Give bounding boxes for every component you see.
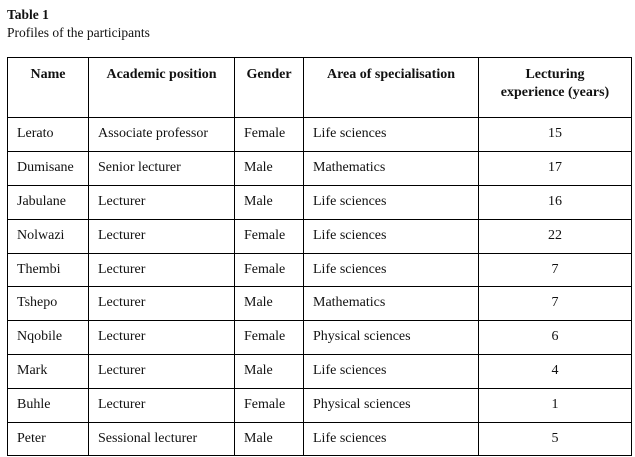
cell-lecturing-experience-years: 5	[478, 421, 632, 457]
cell-gender: Female	[234, 218, 304, 254]
cell-name: Buhle	[7, 387, 89, 423]
cell-area-of-specialisation: Life sciences	[303, 117, 479, 153]
cell-lecturing-experience-years: 6	[478, 320, 632, 355]
cell-academic-position: Senior lecturer	[88, 151, 235, 186]
table-row: Peter Sessional lecturer Male Life sciences…	[7, 421, 632, 457]
column-header-area-of-specialisation: Area of specialisation	[303, 57, 479, 119]
cell-area-of-specialisation: Life sciences	[303, 218, 479, 254]
cell-lecturing-experience-years: 15	[478, 117, 632, 153]
cell-name: Tshepo	[7, 286, 89, 322]
cell-academic-position: Lecturer	[88, 320, 235, 355]
cell-academic-position: Lecturer	[88, 218, 235, 254]
cell-lecturing-experience-years: 16	[478, 184, 632, 220]
cell-gender: Male	[234, 353, 304, 389]
cell-academic-position: Sessional lecturer	[88, 421, 235, 457]
cell-area-of-specialisation: Physical sciences	[303, 320, 479, 355]
cell-lecturing-experience-years: 4	[478, 353, 632, 389]
cell-name: Nolwazi	[7, 218, 89, 254]
cell-area-of-specialisation: Mathematics	[303, 286, 479, 322]
column-header-academic-position: Academic position	[88, 57, 235, 119]
cell-gender: Female	[234, 320, 304, 355]
cell-lecturing-experience-years: 7	[478, 286, 632, 322]
cell-academic-position: Lecturer	[88, 387, 235, 423]
table-row: Jabulane Lecturer Male Life sciences 16	[7, 184, 632, 220]
table-caption: Profiles of the participants	[7, 24, 150, 40]
cell-name: Mark	[7, 353, 89, 389]
cell-lecturing-experience-years: 7	[478, 252, 632, 288]
table-row: Buhle Lecturer Female Physical sciences 1	[7, 387, 632, 423]
cell-academic-position: Lecturer	[88, 353, 235, 389]
cell-gender: Female	[234, 387, 304, 423]
cell-area-of-specialisation: Life sciences	[303, 421, 479, 457]
table-row: Thembi Lecturer Female Life sciences 7	[7, 252, 632, 288]
table-row: Tshepo Lecturer Male Mathematics 7	[7, 286, 632, 322]
table-row: Nqobile Lecturer Female Physical sciences 6	[7, 320, 632, 355]
cell-lecturing-experience-years: 22	[478, 218, 632, 254]
cell-gender: Male	[234, 421, 304, 457]
column-header-lecturing-experience: Lecturing experience (years)	[478, 57, 632, 119]
header-row: Name Academic position Gender Area of sp…	[7, 57, 632, 119]
cell-lecturing-experience-years: 1	[478, 387, 632, 423]
cell-name: Nqobile	[7, 320, 89, 355]
table-row: Dumisane Senior lecturer Male Mathematics 17	[7, 151, 632, 186]
cell-name: Lerato	[7, 117, 89, 153]
cell-area-of-specialisation: Physical sciences	[303, 387, 479, 423]
column-header-name: Name	[7, 57, 89, 119]
cell-name: Peter	[7, 421, 89, 457]
cell-gender: Male	[234, 184, 304, 220]
cell-name: Thembi	[7, 252, 89, 288]
cell-area-of-specialisation: Life sciences	[303, 184, 479, 220]
cell-academic-position: Lecturer	[88, 252, 235, 288]
cell-academic-position: Lecturer	[88, 286, 235, 322]
cell-lecturing-experience-years: 17	[478, 151, 632, 186]
column-header-gender: Gender	[234, 57, 304, 119]
cell-gender: Female	[234, 252, 304, 288]
cell-area-of-specialisation: Mathematics	[303, 151, 479, 186]
cell-name: Jabulane	[7, 184, 89, 220]
cell-name: Dumisane	[7, 151, 89, 186]
table-row: Nolwazi Lecturer Female Life sciences 22	[7, 218, 632, 254]
cell-gender: Male	[234, 151, 304, 186]
cell-gender: Male	[234, 286, 304, 322]
cell-area-of-specialisation: Life sciences	[303, 252, 479, 288]
cell-area-of-specialisation: Life sciences	[303, 353, 479, 389]
cell-academic-position: Lecturer	[88, 184, 235, 220]
table-row: Lerato Associate professor Female Life scie…	[7, 117, 632, 153]
table-body: Lerato Associate professor Female Life scie…	[7, 117, 632, 457]
participants-table: Name Academic position Gender Area of sp…	[7, 57, 632, 457]
table-row: Mark Lecturer Male Life sciences 4	[7, 353, 632, 389]
table-label: Table 1	[7, 7, 49, 22]
cell-gender: Female	[234, 117, 304, 153]
cell-academic-position: Associate professor	[88, 117, 235, 153]
